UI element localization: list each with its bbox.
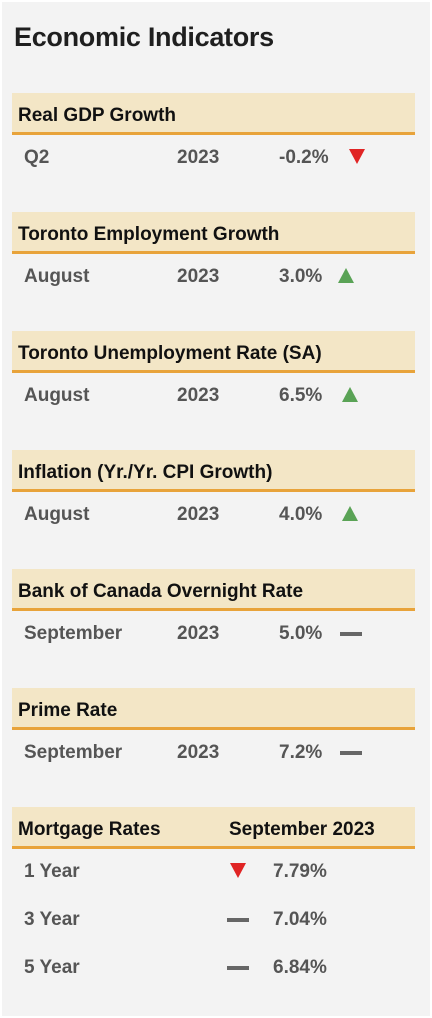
section-title: Toronto Unemployment Rate (SA) xyxy=(18,343,322,364)
mortgage-row: 1 Year 7.79% xyxy=(12,849,415,897)
rate: 7.79% xyxy=(273,861,327,882)
year: 2023 xyxy=(177,742,220,763)
flat-dash-icon xyxy=(227,966,249,970)
flat-dash-icon xyxy=(340,632,362,636)
section-header: Toronto Unemployment Rate (SA) xyxy=(12,331,415,373)
period: August xyxy=(24,266,90,287)
up-triangle-icon xyxy=(342,387,358,402)
page-title: Economic Indicators xyxy=(14,22,274,52)
section-header: Toronto Employment Growth xyxy=(12,212,415,254)
value: 7.2% xyxy=(279,742,323,763)
indicator-prime-rate: Prime Rate September 2023 7.2% xyxy=(12,688,415,778)
term: 3 Year xyxy=(24,909,80,930)
value: 4.0% xyxy=(279,504,323,525)
up-triangle-icon xyxy=(338,268,354,283)
down-triangle-icon xyxy=(349,149,365,164)
period: August xyxy=(24,504,90,525)
mortgage-rates-section: Mortgage Rates September 2023 1 Year 7.7… xyxy=(12,807,415,993)
rate: 6.84% xyxy=(273,957,327,978)
section-header: Mortgage Rates September 2023 xyxy=(12,807,415,849)
term: 1 Year xyxy=(24,861,80,882)
section-title: Prime Rate xyxy=(18,700,118,721)
year: 2023 xyxy=(177,504,220,525)
section-header: Real GDP Growth xyxy=(12,93,415,135)
year: 2023 xyxy=(177,385,220,406)
year: 2023 xyxy=(177,623,220,644)
indicator-toronto-employment-growth: Toronto Employment Growth August 2023 3.… xyxy=(12,212,415,302)
value: 3.0% xyxy=(279,266,323,287)
year: 2023 xyxy=(177,147,220,168)
section-period: September 2023 xyxy=(229,819,375,840)
section-title: Real GDP Growth xyxy=(18,105,177,126)
period: September xyxy=(24,742,123,763)
value: -0.2% xyxy=(279,147,329,168)
down-triangle-icon xyxy=(230,863,246,878)
value: 6.5% xyxy=(279,385,323,406)
section-title: Inflation (Yr./Yr. CPI Growth) xyxy=(18,462,273,483)
indicator-row: September 2023 5.0% xyxy=(12,611,415,659)
year: 2023 xyxy=(177,266,220,287)
section-header: Prime Rate xyxy=(12,688,415,730)
mortgage-row: 3 Year 7.04% xyxy=(12,897,415,945)
indicator-row: Q2 2023 -0.2% xyxy=(12,135,415,183)
up-triangle-icon xyxy=(342,506,358,521)
flat-dash-icon xyxy=(340,751,362,755)
indicator-real-gdp-growth: Real GDP Growth Q2 2023 -0.2% xyxy=(12,93,415,183)
indicator-row: August 2023 3.0% xyxy=(12,254,415,302)
indicator-row: September 2023 7.2% xyxy=(12,730,415,778)
indicator-toronto-unemployment-rate: Toronto Unemployment Rate (SA) August 20… xyxy=(12,331,415,421)
rate: 7.04% xyxy=(273,909,327,930)
section-title: Mortgage Rates xyxy=(18,819,161,840)
indicator-row: August 2023 4.0% xyxy=(12,492,415,540)
indicator-boc-overnight-rate: Bank of Canada Overnight Rate September … xyxy=(12,569,415,659)
indicator-row: August 2023 6.5% xyxy=(12,373,415,421)
section-title: Toronto Employment Growth xyxy=(18,224,280,245)
section-title: Bank of Canada Overnight Rate xyxy=(18,581,304,602)
period: September xyxy=(24,623,123,644)
period: August xyxy=(24,385,90,406)
period: Q2 xyxy=(24,147,50,168)
term: 5 Year xyxy=(24,957,80,978)
indicator-inflation: Inflation (Yr./Yr. CPI Growth) August 20… xyxy=(12,450,415,540)
section-header: Bank of Canada Overnight Rate xyxy=(12,569,415,611)
value: 5.0% xyxy=(279,623,323,644)
mortgage-row: 5 Year 6.84% xyxy=(12,945,415,993)
flat-dash-icon xyxy=(227,918,249,922)
section-header: Inflation (Yr./Yr. CPI Growth) xyxy=(12,450,415,492)
